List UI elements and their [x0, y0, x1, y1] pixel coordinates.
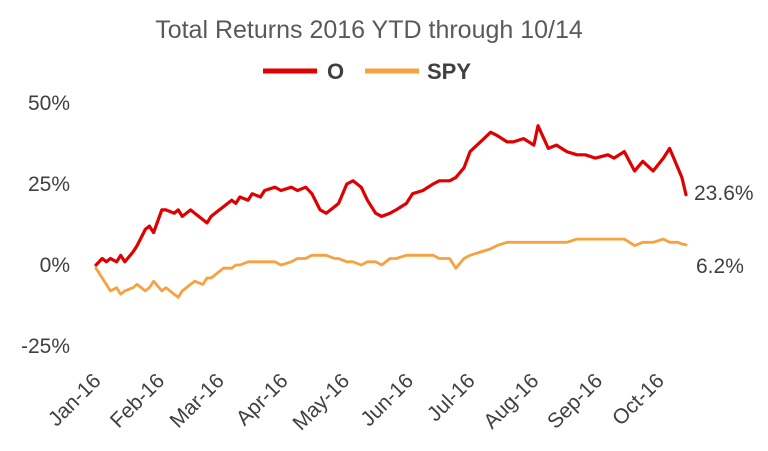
x-tick-label: Apr-16	[232, 369, 293, 430]
y-tick-label: 0%	[40, 254, 70, 277]
y-tick-label: 50%	[28, 92, 70, 115]
legend-label-o: O	[327, 59, 344, 84]
series-line-o	[94, 124, 688, 267]
end-label-spy: 6.2%	[696, 255, 744, 278]
y-axis: 50% 25% 0% -25%	[21, 92, 70, 358]
x-tick-label: Jul-16	[423, 369, 480, 426]
end-labels: 23.6% 6.2%	[694, 182, 754, 278]
x-tick-label: Jun-16	[356, 369, 418, 431]
legend: O SPY	[263, 59, 471, 84]
y-tick-label: -25%	[21, 335, 70, 358]
series-layer	[94, 124, 688, 299]
x-tick-label: Jan-16	[44, 369, 106, 431]
series-line-spy	[94, 237, 688, 299]
x-tick-label: Aug-16	[479, 369, 543, 433]
y-tick-label: 25%	[28, 173, 70, 196]
x-tick-label: Oct-16	[608, 369, 669, 430]
end-label-o: 23.6%	[694, 182, 754, 205]
x-tick-label: Mar-16	[166, 369, 229, 432]
legend-entry-spy: SPY	[365, 59, 471, 84]
x-tick-label: Feb-16	[106, 369, 169, 432]
legend-entry-o: O	[263, 59, 344, 84]
x-tick-label: Sep-16	[543, 369, 607, 433]
x-tick-label: May-16	[288, 369, 354, 435]
legend-label-spy: SPY	[427, 59, 471, 84]
chart-title: Total Returns 2016 YTD through 10/14	[155, 16, 583, 44]
